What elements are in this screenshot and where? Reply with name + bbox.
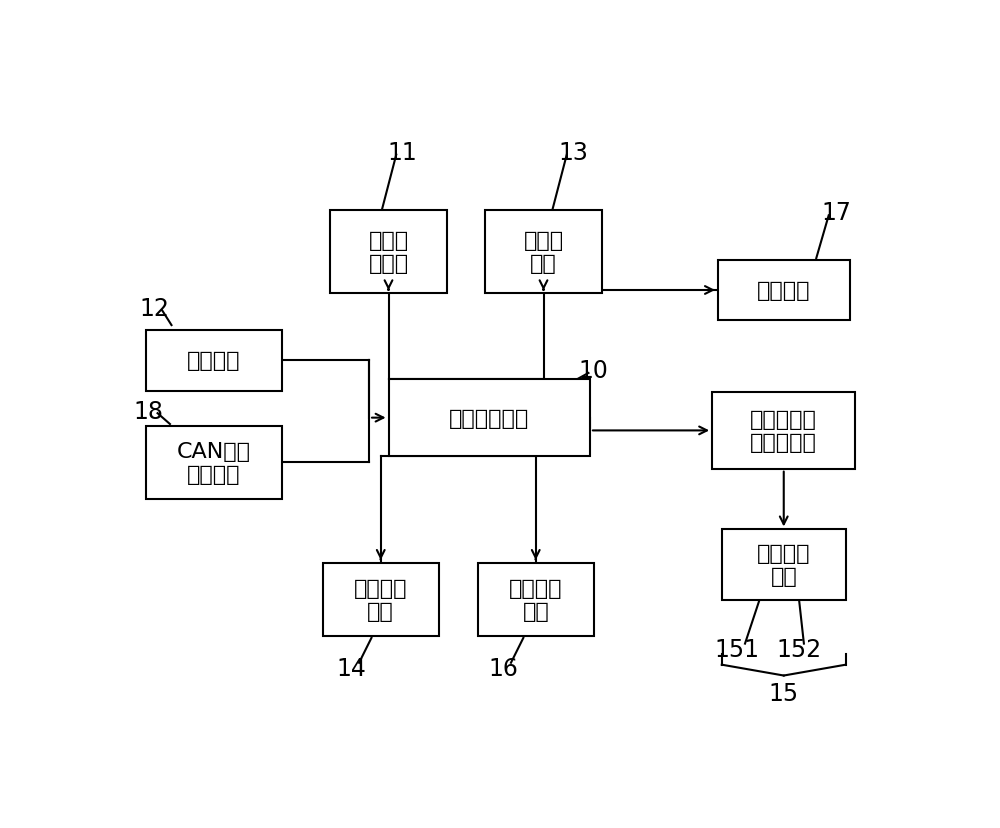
- Bar: [388, 380, 590, 456]
- Text: 车辆显
示单元: 车辆显 示单元: [368, 231, 409, 274]
- Bar: [478, 563, 594, 637]
- Text: 16: 16: [488, 656, 518, 680]
- Text: 17: 17: [822, 201, 851, 225]
- Text: 18: 18: [133, 400, 163, 424]
- Bar: [485, 211, 602, 294]
- Text: 11: 11: [388, 141, 417, 165]
- Text: 车辆控
制器: 车辆控 制器: [523, 231, 564, 274]
- Text: 152: 152: [777, 637, 822, 661]
- Text: 14: 14: [336, 656, 366, 680]
- Text: 10: 10: [578, 359, 608, 383]
- Text: 车载电源: 车载电源: [187, 351, 241, 371]
- Text: 第二定位
天线: 第二定位 天线: [509, 578, 562, 622]
- Bar: [330, 211, 447, 294]
- Bar: [718, 260, 850, 321]
- Bar: [712, 392, 855, 469]
- Text: 13: 13: [558, 141, 588, 165]
- Text: 12: 12: [140, 296, 169, 320]
- Bar: [722, 530, 846, 599]
- Text: CAN信号
采集单元: CAN信号 采集单元: [177, 441, 251, 484]
- Text: 第一定位
天线: 第一定位 天线: [354, 578, 408, 622]
- Text: 车辆控制单元: 车辆控制单元: [449, 408, 529, 428]
- Text: 15: 15: [769, 681, 799, 705]
- Bar: [146, 426, 282, 499]
- Text: 惯导单元: 惯导单元: [757, 281, 810, 301]
- Bar: [323, 563, 439, 637]
- Bar: [146, 330, 282, 391]
- Text: 第一通信
天线: 第一通信 天线: [757, 543, 810, 586]
- Text: 151: 151: [715, 637, 760, 661]
- Text: 第一实时动
态差分模块: 第一实时动 态差分模块: [750, 409, 817, 452]
